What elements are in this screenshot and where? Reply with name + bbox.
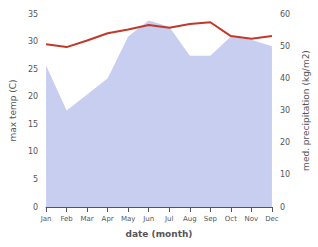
svg-text:Sep: Sep: [204, 215, 218, 223]
svg-text:25: 25: [28, 65, 38, 74]
svg-text:Jun: Jun: [142, 215, 154, 223]
svg-text:0: 0: [280, 203, 285, 212]
svg-text:15: 15: [28, 120, 38, 129]
svg-text:30: 30: [280, 106, 290, 115]
svg-text:Jan: Jan: [40, 215, 52, 223]
svg-text:40: 40: [280, 74, 290, 83]
svg-text:med. precipitation (kg/m2): med. precipitation (kg/m2): [301, 50, 311, 171]
svg-text:Jul: Jul: [164, 215, 174, 223]
svg-text:Feb: Feb: [60, 215, 73, 223]
svg-text:10: 10: [280, 170, 290, 179]
svg-text:30: 30: [28, 37, 38, 46]
svg-text:Nov: Nov: [245, 215, 259, 223]
svg-text:Aug: Aug: [183, 215, 197, 223]
svg-text:Oct: Oct: [225, 215, 237, 223]
svg-text:35: 35: [28, 10, 38, 19]
svg-text:50: 50: [280, 42, 290, 51]
svg-text:20: 20: [28, 92, 38, 101]
svg-text:Mar: Mar: [81, 215, 94, 223]
svg-text:Dec: Dec: [265, 215, 279, 223]
svg-text:May: May: [121, 215, 135, 223]
svg-text:date (month): date (month): [126, 229, 193, 239]
svg-text:max temp (C): max temp (C): [8, 79, 18, 141]
svg-text:20: 20: [280, 138, 290, 147]
svg-text:Apr: Apr: [102, 215, 114, 223]
svg-text:10: 10: [28, 147, 38, 156]
svg-text:60: 60: [280, 10, 290, 19]
svg-text:5: 5: [33, 175, 38, 184]
svg-text:0: 0: [33, 203, 38, 212]
